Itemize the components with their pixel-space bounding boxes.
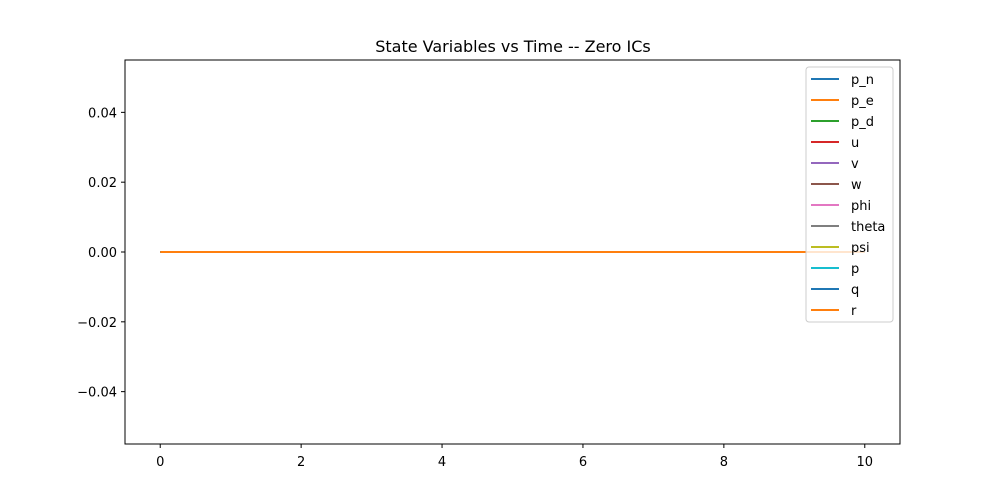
legend-label-theta: theta [851, 220, 885, 235]
x-tick-label: 10 [856, 455, 873, 470]
legend-label-w: w [851, 178, 862, 193]
legend-label-p_e: p_e [851, 94, 874, 109]
legend-label-r: r [851, 304, 857, 319]
chart-title: State Variables vs Time -- Zero ICs [375, 37, 651, 56]
x-tick-label: 2 [297, 455, 305, 470]
y-tick-label: −0.02 [77, 316, 117, 331]
x-tick-label: 8 [720, 455, 728, 470]
legend-label-p_n: p_n [851, 73, 874, 88]
x-tick-label: 4 [438, 455, 446, 470]
legend-label-q: q [851, 283, 859, 298]
y-tick-label: −0.04 [77, 386, 117, 401]
x-tick-label: 6 [579, 455, 587, 470]
legend-label-u: u [851, 136, 859, 151]
legend-label-phi: phi [851, 199, 871, 214]
legend-label-p_d: p_d [851, 115, 874, 130]
legend-label-psi: psi [851, 241, 870, 256]
legend-label-v: v [851, 157, 859, 172]
y-tick-label: 0.04 [88, 106, 117, 121]
x-axis: 0 2 4 6 8 10 [156, 444, 873, 470]
y-tick-label: 0.00 [88, 246, 117, 261]
legend-box [805, 66, 894, 323]
x-tick-label: 0 [156, 455, 164, 470]
y-axis: −0.04 −0.02 0.00 0.02 0.04 [77, 106, 125, 401]
plot-frame [124, 59, 901, 445]
y-tick-label: 0.02 [88, 176, 117, 191]
legend-label-p: p [851, 262, 859, 277]
